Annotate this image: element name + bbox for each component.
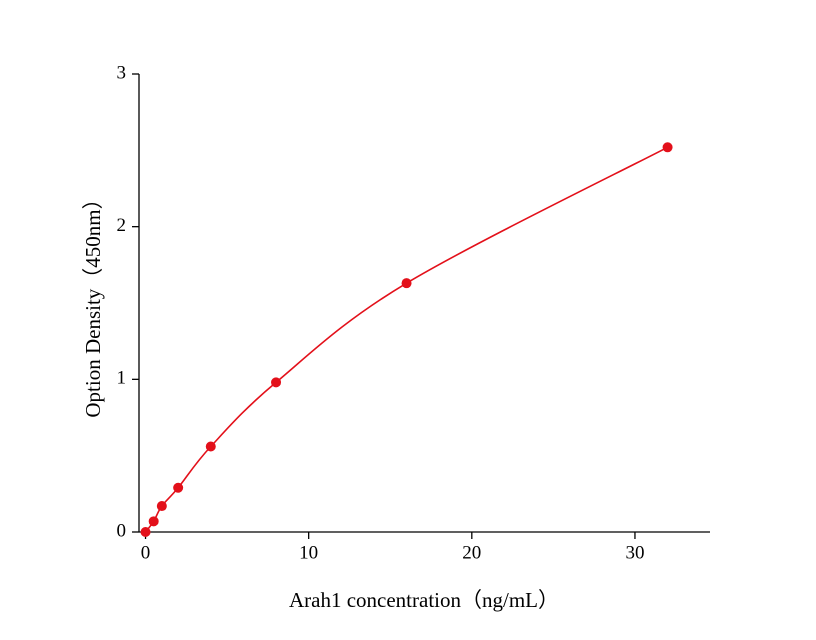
x-tick-label: 30: [625, 542, 644, 563]
data-point: [148, 516, 159, 527]
data-point: [173, 482, 184, 493]
x-tick-label: 0: [141, 542, 151, 563]
data-point: [205, 441, 216, 452]
data-point: [662, 142, 673, 153]
y-tick-label: 3: [117, 62, 127, 83]
data-point: [140, 527, 151, 537]
y-tick-label: 0: [117, 520, 127, 541]
y-tick-label: 2: [117, 215, 127, 236]
x-tick-label: 20: [462, 542, 481, 563]
y-axis-title: Option Density（450nm）: [81, 188, 105, 417]
x-axis-title: Arah1 concentration（ng/mL）: [289, 588, 559, 612]
data-point: [271, 377, 282, 388]
data-point: [156, 501, 167, 512]
x-tick-label: 10: [299, 542, 318, 563]
fit-curve: [144, 146, 668, 533]
y-tick-label: 1: [117, 368, 127, 389]
data-point: [401, 278, 412, 289]
